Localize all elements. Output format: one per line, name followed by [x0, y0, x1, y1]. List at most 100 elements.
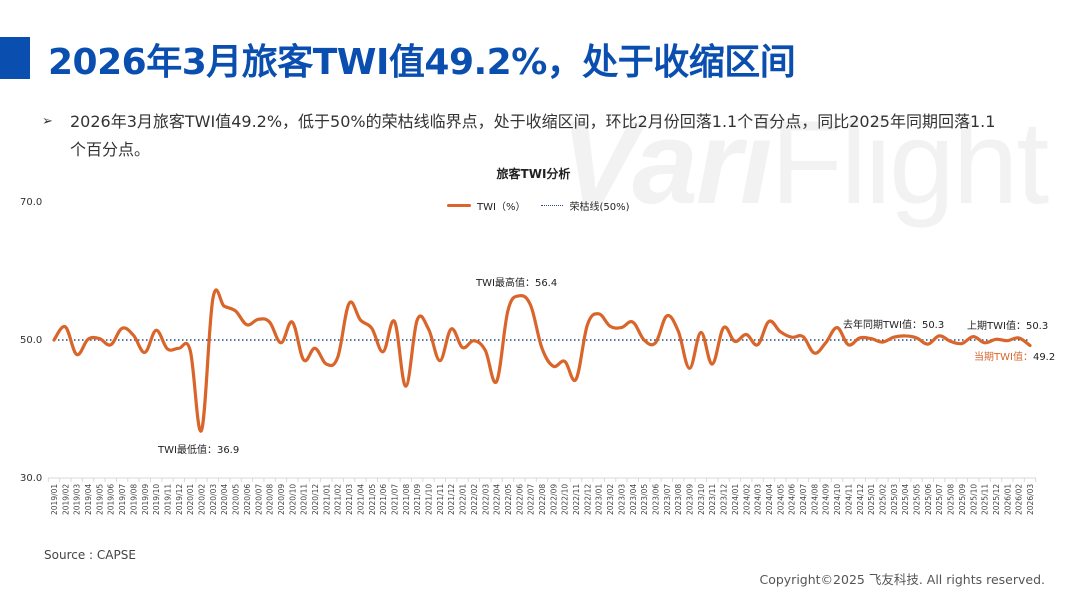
x-tick-label: 2021/11 — [436, 484, 445, 515]
x-tick-label: 2026/01 — [1003, 484, 1012, 515]
summary-text: 2026年3月旅客TWI值49.2%，低于50%的荣枯线临界点，处于收缩区间，环… — [70, 112, 996, 159]
x-tick-label: 2019/06 — [107, 484, 116, 515]
x-tick-label: 2019/01 — [50, 484, 59, 515]
x-tick-label: 2020/10 — [288, 484, 297, 515]
x-tick-label: 2023/03 — [617, 484, 626, 515]
yoy-annotation: 去年同期TWI值：50.3 — [843, 320, 945, 331]
current-period-annotation: 当期TWI值：49.2 — [974, 352, 1056, 363]
x-tick-label: 2023/01 — [595, 484, 604, 515]
page-title: 2026年3月旅客TWI值49.2%，处于收缩区间 — [48, 42, 796, 83]
x-tick-label: 2024/06 — [788, 484, 797, 515]
x-tick-label: 2020/06 — [243, 484, 252, 515]
x-tick-label: 2023/04 — [629, 484, 638, 515]
x-tick-label: 2023/09 — [686, 484, 695, 515]
x-tick-label: 2022/11 — [572, 484, 581, 515]
x-tick-label: 2021/07 — [390, 484, 399, 515]
x-tick-label: 2020/09 — [277, 484, 286, 515]
x-tick-label: 2025/10 — [969, 484, 978, 515]
x-tick-label: 2025/04 — [901, 484, 910, 515]
x-tick-label: 2021/01 — [322, 484, 331, 515]
x-tick-label: 2019/10 — [152, 484, 161, 515]
x-tick-label: 2020/12 — [311, 484, 320, 515]
variflight-watermark: VariFlight — [560, 97, 1049, 229]
x-tick-label: 2022/06 — [515, 484, 524, 515]
x-tick-label: 2023/05 — [640, 484, 649, 515]
x-tick-label: 2023/08 — [674, 484, 683, 515]
x-tick-label: 2020/04 — [220, 484, 229, 515]
x-tick-label: 2019/03 — [73, 484, 82, 515]
x-tick-label: 2021/05 — [368, 484, 377, 515]
x-tick-label: 2025/11 — [981, 484, 990, 515]
y-tick-70: 70.0 — [20, 197, 43, 208]
x-tick-label: 2020/07 — [254, 484, 263, 515]
x-tick-label: 2024/11 — [844, 484, 853, 515]
title-accent-bar — [0, 37, 30, 79]
bullet-arrow-icon: ➢ — [42, 114, 53, 129]
legend-twi-swatch — [447, 204, 471, 207]
x-tick-label: 2021/04 — [356, 484, 365, 515]
x-tick-label: 2024/09 — [822, 484, 831, 515]
x-tick-label: 2024/05 — [776, 484, 785, 515]
x-tick-label: 2022/02 — [470, 484, 479, 515]
x-tick-label: 2023/10 — [697, 484, 706, 515]
x-tick-label: 2022/10 — [561, 484, 570, 515]
x-tick-label: 2024/02 — [742, 484, 751, 515]
chart-title: 旅客TWI分析 — [496, 167, 571, 181]
x-axis-ticks — [47, 478, 1037, 482]
min-annotation: TWI最低值：36.9 — [158, 445, 240, 456]
x-tick-label: 2020/08 — [266, 484, 275, 515]
x-tick-label: 2025/08 — [947, 484, 956, 515]
legend-twi-label: TWI（%） — [477, 202, 526, 213]
x-tick-label: 2026/03 — [1026, 484, 1035, 515]
x-tick-label: 2025/09 — [958, 484, 967, 515]
x-tick-label: 2024/01 — [731, 484, 740, 515]
x-tick-label: 2024/04 — [765, 484, 774, 515]
x-tick-label: 2021/03 — [345, 484, 354, 515]
twi-series-line — [52, 288, 1032, 433]
x-tick-label: 2019/11 — [163, 484, 172, 515]
x-tick-label: 2025/07 — [935, 484, 944, 515]
x-axis-labels: 2019/01 2019/02 2019/03 2019/04 2019/05 2019/… — [50, 484, 1035, 515]
x-tick-label: 2021/12 — [447, 484, 456, 515]
x-tick-label: 2022/05 — [504, 484, 513, 515]
x-tick-label: 2024/12 — [856, 484, 865, 515]
x-tick-label: 2020/05 — [232, 484, 241, 515]
x-tick-label: 2023/12 — [720, 484, 729, 515]
x-tick-label: 2019/05 — [95, 484, 104, 515]
x-tick-label: 2019/08 — [129, 484, 138, 515]
x-tick-label: 2019/04 — [84, 484, 93, 515]
x-tick-label: 2024/07 — [799, 484, 808, 515]
x-tick-label: 2021/09 — [413, 484, 422, 515]
source-note: Source : CAPSE — [44, 548, 136, 562]
x-tick-label: 2020/02 — [198, 484, 207, 515]
x-tick-label: 2024/03 — [754, 484, 763, 515]
legend-threshold-swatch — [541, 205, 564, 206]
x-tick-label: 2025/01 — [867, 484, 876, 515]
x-tick-label: 2022/09 — [549, 484, 558, 515]
x-tick-label: 2021/06 — [379, 484, 388, 515]
x-tick-label: 2019/02 — [61, 484, 70, 515]
x-tick-label: 2019/12 — [175, 484, 184, 515]
x-tick-label: 2022/03 — [481, 484, 490, 515]
copyright-note: Copyright©2025 飞友科技. All rights reserved… — [759, 572, 1045, 587]
x-tick-label: 2022/04 — [493, 484, 502, 515]
summary-bullet: ➢ 2026年3月旅客TWI值49.2%，低于50%的荣枯线临界点，处于收缩区间… — [42, 108, 1002, 164]
x-tick-label: 2024/10 — [833, 484, 842, 515]
x-tick-label: 2022/12 — [583, 484, 592, 515]
x-tick-label: 2023/02 — [606, 484, 615, 515]
x-tick-label: 2020/03 — [209, 484, 218, 515]
x-tick-label: 2022/07 — [527, 484, 536, 515]
x-tick-label: 2025/06 — [924, 484, 933, 515]
x-tick-label: 2025/02 — [878, 484, 887, 515]
x-tick-label: 2025/12 — [992, 484, 1001, 515]
x-tick-label: 2020/01 — [186, 484, 195, 515]
y-tick-30: 30.0 — [20, 473, 43, 484]
x-tick-label: 2023/07 — [663, 484, 672, 515]
max-annotation: TWI最高值：56.4 — [476, 278, 558, 289]
x-tick-label: 2026/02 — [1015, 484, 1024, 515]
x-tick-label: 2025/03 — [890, 484, 899, 515]
chart-legend: TWI（%） 荣枯线(50%) — [447, 198, 629, 213]
x-tick-label: 2021/10 — [425, 484, 434, 515]
x-tick-label: 2022/08 — [538, 484, 547, 515]
x-tick-label: 2025/05 — [913, 484, 922, 515]
